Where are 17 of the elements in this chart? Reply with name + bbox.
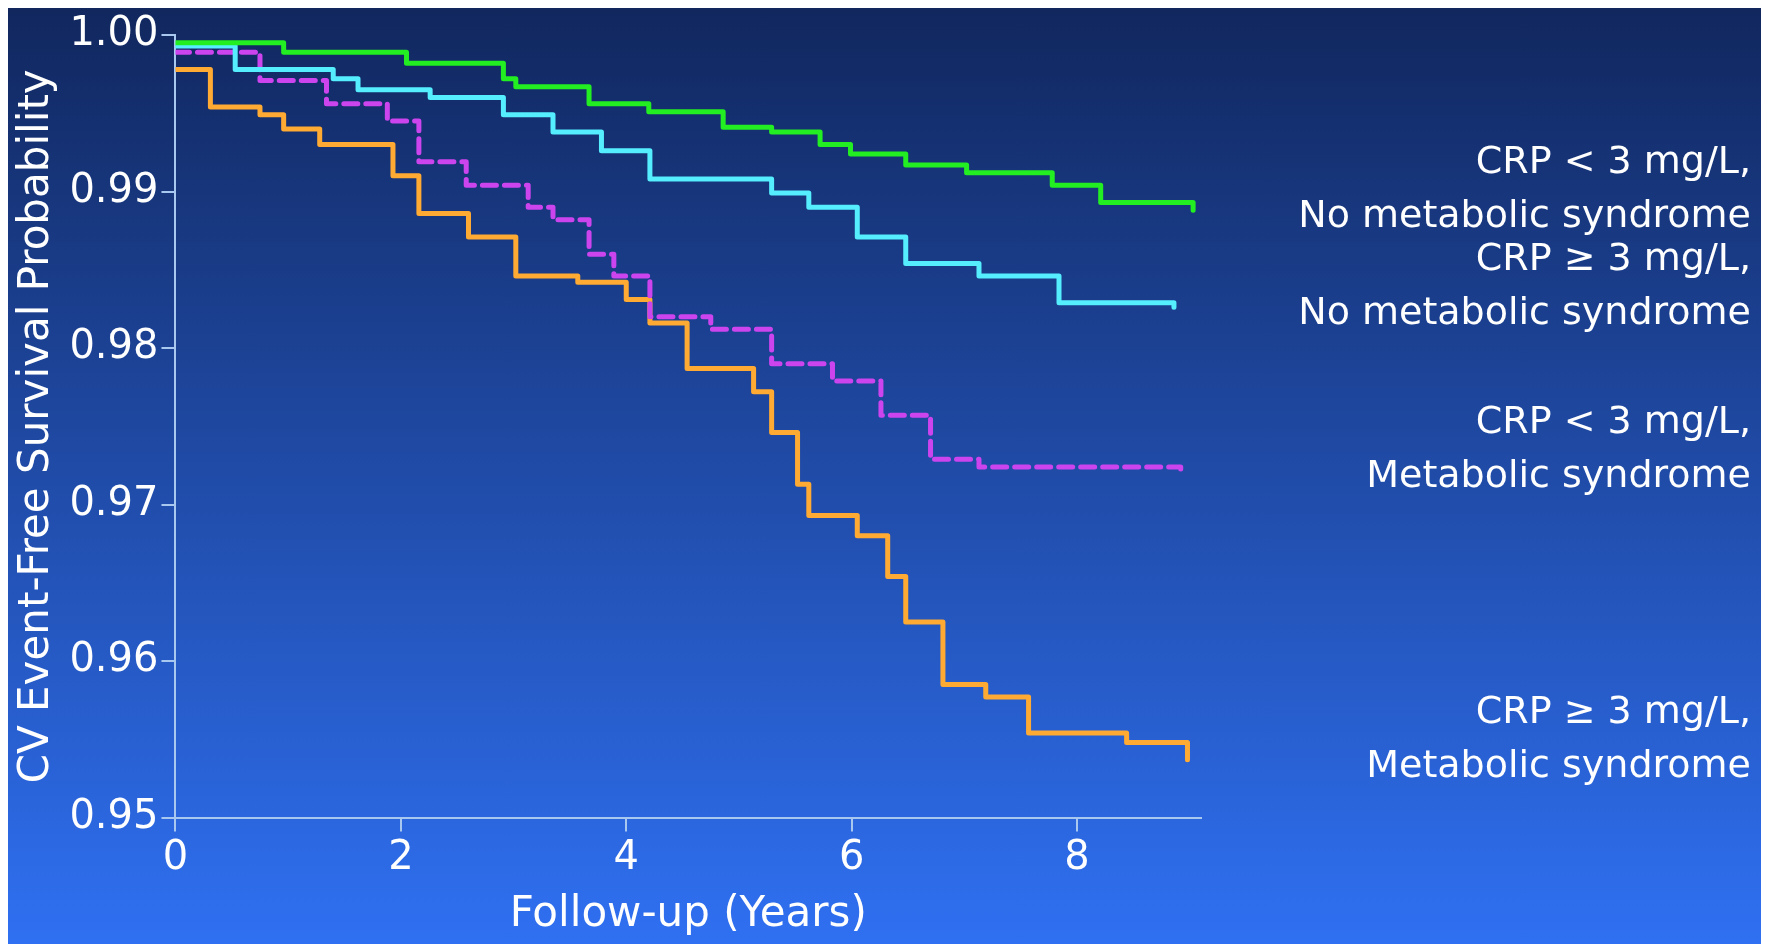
x-tick-label: 4 bbox=[613, 831, 639, 878]
y-tick-label: 1.00 bbox=[69, 8, 159, 55]
y-tick-label: 0.95 bbox=[69, 790, 159, 837]
text: CRP ≥ 3 mg/L, Metabolic syndrome bbox=[1366, 687, 1751, 786]
y-tick-label: 0.96 bbox=[69, 634, 159, 681]
text: CRP < 3 mg/L, Metabolic syndrome bbox=[1366, 398, 1751, 496]
text: CRP < 3 mg/L, No metabolic syndrome bbox=[1298, 138, 1751, 237]
y-tick-label: 0.99 bbox=[69, 164, 159, 211]
x-tick-label: 0 bbox=[162, 831, 189, 878]
text: CRP ≥ 3 mg/L, No metabolic syndrome bbox=[1298, 235, 1751, 334]
x-tick-label: 2 bbox=[388, 831, 414, 878]
x-axis-title: Follow-up (Years) bbox=[509, 886, 867, 936]
x-tick-label: 6 bbox=[838, 831, 865, 878]
x-tick-label: 8 bbox=[1064, 831, 1090, 878]
y-tick-label: 0.97 bbox=[69, 477, 159, 524]
y-axis-title: CV Event-Free Survival Probability bbox=[9, 69, 59, 784]
y-tick-label: 0.98 bbox=[69, 321, 159, 368]
